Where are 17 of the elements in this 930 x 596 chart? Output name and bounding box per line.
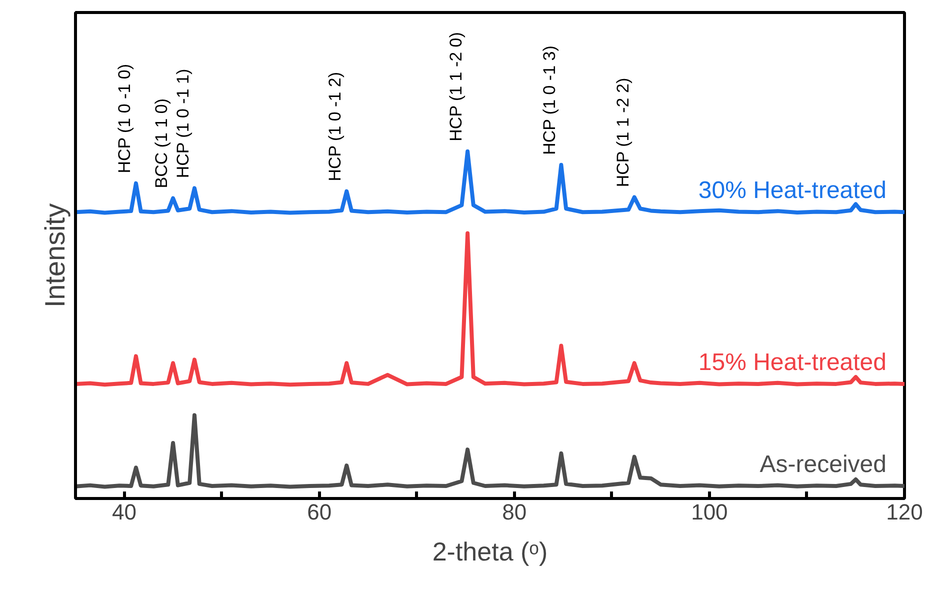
annotation: HCP (1 0 -1 0) xyxy=(114,64,134,174)
annotation: HCP (1 1 -2 2) xyxy=(613,78,632,188)
annotation: HCP (1 1 -2 0) xyxy=(446,32,466,142)
annotation: HCP (1 0 -1 3) xyxy=(540,46,560,155)
x-tick-label: 40 xyxy=(112,500,137,524)
series-label: 15% Heat-treated xyxy=(698,348,886,376)
x-tick-label: 60 xyxy=(307,500,332,524)
x-tick-label: 80 xyxy=(502,500,527,524)
series-label: 30% Heat-treated xyxy=(698,177,886,204)
annotation: HCP (1 0 -1 1) xyxy=(173,68,192,178)
x-tick-label: 100 xyxy=(691,500,728,524)
y-axis-title: Intensity xyxy=(40,203,70,308)
annotation: HCP (1 0 -1 2) xyxy=(326,72,345,182)
annotation: BCC (1 1 0) xyxy=(152,98,172,188)
x-tick-label: 120 xyxy=(886,500,923,524)
x-axis-title: 2-theta (ᵒ) xyxy=(432,536,548,566)
series-label: As-received xyxy=(760,451,887,478)
